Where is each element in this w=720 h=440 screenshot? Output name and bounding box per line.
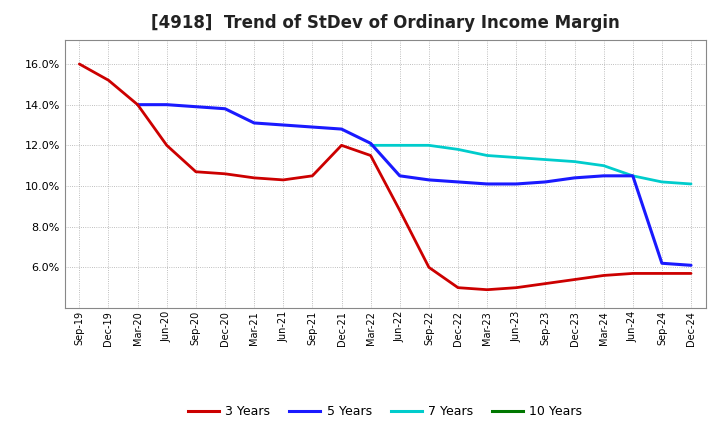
3 Years [599,273,608,278]
3 Years [366,153,375,158]
5 Years [512,181,521,187]
7 Years [599,163,608,169]
Line: 3 Years: 3 Years [79,64,691,290]
5 Years [395,173,404,179]
3 Years [570,277,579,282]
5 Years [220,106,229,111]
7 Years [483,153,492,158]
5 Years [599,173,608,179]
5 Years [133,102,142,107]
5 Years [687,263,696,268]
5 Years [657,260,666,266]
3 Years [395,208,404,213]
7 Years [687,181,696,187]
7 Years [454,147,462,152]
7 Years [425,143,433,148]
5 Years [483,181,492,187]
3 Years [541,281,550,286]
3 Years [163,143,171,148]
5 Years [366,141,375,146]
Legend: 3 Years, 5 Years, 7 Years, 10 Years: 3 Years, 5 Years, 7 Years, 10 Years [183,400,588,423]
Line: 5 Years: 5 Years [138,105,691,265]
5 Years [337,126,346,132]
7 Years [629,173,637,179]
3 Years [75,61,84,66]
3 Years [192,169,200,174]
3 Years [483,287,492,292]
3 Years [657,271,666,276]
5 Years [425,177,433,183]
3 Years [220,171,229,176]
3 Years [337,143,346,148]
5 Years [192,104,200,109]
7 Years [657,179,666,184]
3 Years [425,265,433,270]
7 Years [541,157,550,162]
5 Years [541,179,550,184]
Title: [4918]  Trend of StDev of Ordinary Income Margin: [4918] Trend of StDev of Ordinary Income… [150,15,620,33]
5 Years [250,120,258,125]
3 Years [512,285,521,290]
5 Years [570,175,579,180]
3 Years [104,77,113,83]
5 Years [279,122,287,128]
3 Years [454,285,462,290]
3 Years [308,173,317,179]
5 Years [308,125,317,130]
7 Years [570,159,579,164]
3 Years [250,175,258,180]
5 Years [629,173,637,179]
3 Years [629,271,637,276]
3 Years [279,177,287,183]
7 Years [395,143,404,148]
3 Years [687,271,696,276]
5 Years [163,102,171,107]
7 Years [512,155,521,160]
5 Years [454,179,462,184]
Line: 7 Years: 7 Years [371,145,691,184]
3 Years [133,102,142,107]
7 Years [366,143,375,148]
